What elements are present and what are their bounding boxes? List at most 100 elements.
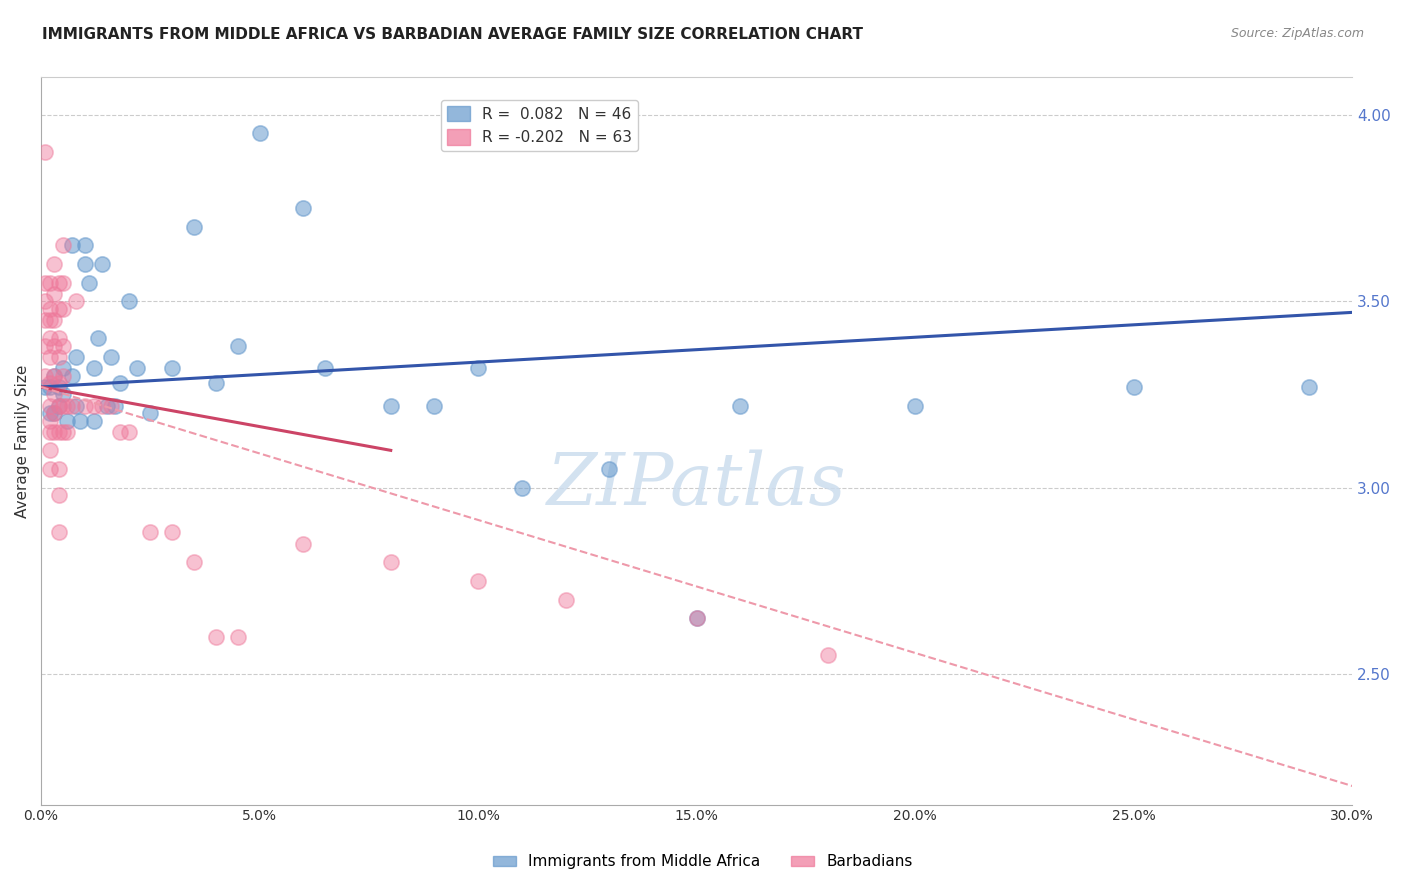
Point xyxy=(160,361,183,376)
Point xyxy=(44,425,66,439)
Point xyxy=(205,376,228,391)
Point xyxy=(34,313,56,327)
Point xyxy=(380,399,402,413)
Point xyxy=(77,276,100,290)
Point xyxy=(226,630,249,644)
Point xyxy=(60,368,83,383)
Legend: R =  0.082   N = 46, R = -0.202   N = 63: R = 0.082 N = 46, R = -0.202 N = 63 xyxy=(440,100,638,152)
Point xyxy=(423,399,446,413)
Point xyxy=(598,462,620,476)
Point xyxy=(48,425,70,439)
Point xyxy=(34,294,56,309)
Point xyxy=(117,294,139,309)
Point xyxy=(34,276,56,290)
Point xyxy=(249,127,271,141)
Point xyxy=(38,331,60,345)
Point xyxy=(48,350,70,364)
Point xyxy=(104,399,127,413)
Point xyxy=(83,361,105,376)
Point xyxy=(38,301,60,316)
Point xyxy=(38,380,60,394)
Point xyxy=(38,350,60,364)
Point xyxy=(34,368,56,383)
Point xyxy=(34,145,56,159)
Point xyxy=(65,399,87,413)
Point xyxy=(467,574,489,588)
Point xyxy=(73,238,96,252)
Point xyxy=(52,425,75,439)
Point xyxy=(44,368,66,383)
Point xyxy=(226,339,249,353)
Point xyxy=(183,219,205,234)
Point xyxy=(52,399,75,413)
Point xyxy=(52,361,75,376)
Point xyxy=(38,406,60,420)
Point xyxy=(38,276,60,290)
Point xyxy=(314,361,336,376)
Text: ZIPatlas: ZIPatlas xyxy=(547,450,846,520)
Point xyxy=(292,201,315,215)
Point xyxy=(38,425,60,439)
Point xyxy=(65,350,87,364)
Point xyxy=(205,630,228,644)
Point xyxy=(38,376,60,391)
Point xyxy=(87,331,110,345)
Point xyxy=(44,368,66,383)
Point xyxy=(160,525,183,540)
Point xyxy=(83,399,105,413)
Point xyxy=(73,257,96,271)
Point xyxy=(48,276,70,290)
Point xyxy=(686,611,709,625)
Point xyxy=(44,406,66,420)
Point xyxy=(52,387,75,401)
Point xyxy=(48,380,70,394)
Point xyxy=(100,350,122,364)
Point xyxy=(48,462,70,476)
Point xyxy=(38,313,60,327)
Point xyxy=(56,413,79,427)
Point xyxy=(38,413,60,427)
Point xyxy=(139,406,162,420)
Y-axis label: Average Family Size: Average Family Size xyxy=(15,364,30,517)
Point xyxy=(510,481,533,495)
Point xyxy=(69,413,91,427)
Legend: Immigrants from Middle Africa, Barbadians: Immigrants from Middle Africa, Barbadian… xyxy=(486,848,920,875)
Point xyxy=(52,276,75,290)
Point xyxy=(48,525,70,540)
Point xyxy=(60,238,83,252)
Point xyxy=(48,399,70,413)
Point xyxy=(467,361,489,376)
Point xyxy=(44,387,66,401)
Point xyxy=(44,406,66,420)
Point xyxy=(48,376,70,391)
Point xyxy=(108,425,131,439)
Point xyxy=(83,413,105,427)
Point xyxy=(48,399,70,413)
Point xyxy=(44,313,66,327)
Point xyxy=(127,361,149,376)
Text: IMMIGRANTS FROM MIDDLE AFRICA VS BARBADIAN AVERAGE FAMILY SIZE CORRELATION CHART: IMMIGRANTS FROM MIDDLE AFRICA VS BARBADI… xyxy=(42,27,863,42)
Point xyxy=(60,399,83,413)
Point xyxy=(65,294,87,309)
Point xyxy=(73,399,96,413)
Point xyxy=(1122,380,1144,394)
Point xyxy=(380,555,402,569)
Point xyxy=(52,339,75,353)
Point xyxy=(44,257,66,271)
Point xyxy=(183,555,205,569)
Point xyxy=(139,525,162,540)
Point xyxy=(38,399,60,413)
Text: Source: ZipAtlas.com: Source: ZipAtlas.com xyxy=(1230,27,1364,40)
Point xyxy=(91,399,114,413)
Point xyxy=(44,339,66,353)
Point xyxy=(686,611,709,625)
Point xyxy=(91,257,114,271)
Point xyxy=(108,376,131,391)
Point xyxy=(52,368,75,383)
Point xyxy=(730,399,752,413)
Point xyxy=(52,238,75,252)
Point xyxy=(817,648,839,663)
Point xyxy=(48,331,70,345)
Point xyxy=(48,301,70,316)
Point xyxy=(34,339,56,353)
